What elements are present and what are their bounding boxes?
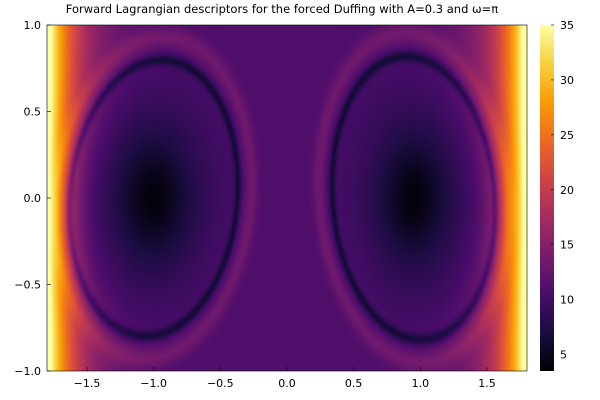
colorbar-tick-label: 5 — [560, 349, 567, 362]
x-tick-label: 1.0 — [412, 377, 430, 390]
colorbar-canvas — [540, 25, 554, 371]
colorbar-tick-label: 15 — [560, 239, 574, 252]
x-tick-label: 0.0 — [278, 377, 296, 390]
chart-title: Forward Lagrangian descriptors for the f… — [66, 2, 499, 16]
heatmap-plot-area — [47, 25, 527, 371]
colorbar-tick-label: 30 — [560, 74, 574, 87]
colorbar-axis: 5 10 15 20 25 30 35 — [551, 19, 574, 362]
colorbar-tick-label: 10 — [560, 294, 574, 307]
heatmap-canvas — [47, 25, 527, 371]
y-tick-label: 1.0 — [24, 19, 42, 32]
y-tick-label: 0.0 — [24, 192, 42, 205]
x-tick-label: 0.5 — [345, 377, 363, 390]
y-axis: −1.0 −0.5 0.0 0.5 1.0 — [14, 19, 51, 378]
y-tick-label: 0.5 — [24, 106, 42, 119]
y-tick-label: −0.5 — [14, 279, 41, 292]
x-tick-label: −1.5 — [74, 377, 101, 390]
colorbar-tick-label: 20 — [560, 184, 574, 197]
colorbar — [540, 25, 554, 371]
colorbar-tick-label: 25 — [560, 129, 574, 142]
x-tick-label: 1.5 — [478, 377, 496, 390]
y-tick-label: −1.0 — [14, 365, 41, 378]
x-axis: −1.5 −1.0 −0.5 0.0 0.5 1.0 1.5 — [74, 367, 496, 390]
x-tick-label: −0.5 — [207, 377, 234, 390]
colorbar-tick-label: 35 — [560, 19, 574, 32]
x-tick-label: −1.0 — [140, 377, 167, 390]
